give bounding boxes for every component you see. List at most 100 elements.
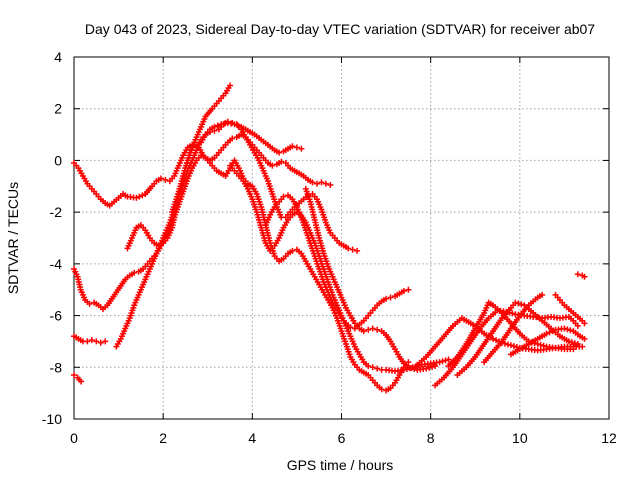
data-point-marker (426, 364, 433, 371)
data-point-marker (579, 343, 586, 350)
data-point-marker (383, 295, 390, 302)
data-point-marker (78, 378, 85, 385)
x-tick-label: 12 (601, 430, 617, 446)
data-point-marker (276, 149, 283, 156)
data-point-marker (322, 180, 329, 187)
data-point-marker (436, 359, 443, 366)
data-point-marker (568, 339, 575, 346)
data-point-marker (387, 294, 394, 301)
y-tick-label: -8 (50, 359, 63, 375)
data-point-marker (293, 144, 300, 151)
data-markers (71, 82, 588, 394)
data-point-marker (408, 365, 415, 372)
data-point-marker (374, 326, 381, 333)
data-point-marker (234, 122, 241, 129)
x-tick-label: 10 (512, 430, 528, 446)
x-tick-label: 0 (70, 430, 78, 446)
data-point-marker (400, 366, 407, 373)
data-point-marker (581, 320, 588, 327)
data-point-marker (133, 194, 140, 201)
data-point-marker (405, 286, 412, 293)
data-point-marker (571, 340, 578, 347)
data-point-marker (229, 135, 236, 142)
data-point-marker (86, 300, 93, 307)
data-point-marker (318, 179, 325, 186)
data-point-marker (512, 299, 519, 306)
y-tick-label: 2 (54, 101, 62, 117)
data-point-marker (131, 269, 138, 276)
series-5 (113, 118, 361, 350)
series-15 (507, 325, 588, 358)
data-point-marker (581, 335, 588, 342)
y-tick-label: -10 (42, 411, 62, 427)
data-point-marker (539, 291, 546, 298)
data-point-marker (298, 145, 305, 152)
data-point-marker (581, 273, 588, 280)
data-point-marker (229, 119, 236, 126)
series-16 (552, 291, 588, 327)
data-point-marker (157, 175, 164, 182)
data-point-marker (365, 362, 372, 369)
data-point-marker (88, 337, 95, 344)
tick-labels: 0 2 4 6 8 10 12 4 2 0 -2 -4 -6 -8 -10 (42, 49, 617, 446)
data-point-marker (442, 357, 449, 364)
data-point-marker (278, 158, 285, 165)
data-point-marker (369, 325, 376, 332)
series-18 (169, 82, 234, 216)
x-axis-label: GPS time / hours (287, 457, 394, 473)
data-point-marker (360, 328, 367, 335)
data-point-marker (574, 341, 581, 348)
x-tick-label: 8 (427, 430, 435, 446)
data-point-marker (515, 300, 522, 307)
plot-border (73, 56, 610, 420)
grid-lines (74, 57, 609, 419)
data-point-marker (93, 338, 100, 345)
series-3 (71, 333, 109, 346)
axes (73, 56, 610, 420)
series-4 (71, 372, 85, 385)
data-point-marker (510, 343, 517, 350)
data-point-marker (354, 247, 361, 254)
data-point-marker (365, 326, 372, 333)
y-tick-label: -6 (50, 308, 63, 324)
data-point-marker (574, 271, 581, 278)
data-point-marker (327, 181, 334, 188)
data-point-marker (369, 364, 376, 371)
y-axis-label: SDTVAR / TECUs (5, 182, 21, 294)
data-point-marker (574, 322, 581, 329)
data-point-marker (136, 193, 143, 200)
data-point-marker (84, 338, 91, 345)
data-point-marker (567, 327, 574, 334)
data-point-marker (211, 127, 218, 134)
data-point-marker (507, 342, 514, 349)
data-point-marker (439, 358, 446, 365)
data-point-marker (504, 341, 511, 348)
series-9 (302, 185, 439, 373)
data-point-marker (405, 359, 412, 366)
data-point-marker (313, 180, 320, 187)
series-8 (262, 192, 412, 332)
data-point-marker (534, 341, 541, 348)
data-point-marker (162, 176, 169, 183)
data-point-marker (214, 122, 221, 129)
data-point-marker (349, 246, 356, 253)
data-point-marker (71, 372, 77, 379)
data-point-marker (411, 366, 418, 373)
series-2 (71, 131, 334, 313)
data-point-marker (374, 365, 381, 372)
series-14 (481, 291, 546, 366)
data-point-marker (269, 162, 276, 169)
data-point-marker (509, 310, 516, 317)
y-tick-label: -2 (50, 204, 63, 220)
data-point-marker (227, 82, 234, 89)
data-point-marker (429, 363, 436, 370)
data-point-marker (309, 179, 316, 186)
y-tick-label: 0 (54, 152, 62, 168)
x-tick-label: 4 (248, 430, 256, 446)
data-point-marker (139, 192, 146, 199)
x-tick-label: 6 (338, 430, 346, 446)
data-point-marker (224, 118, 231, 125)
data-point-marker (423, 365, 430, 372)
chart-title: Day 043 of 2023, Sidereal Day-to-day VTE… (85, 21, 595, 37)
series-11 (414, 315, 586, 368)
